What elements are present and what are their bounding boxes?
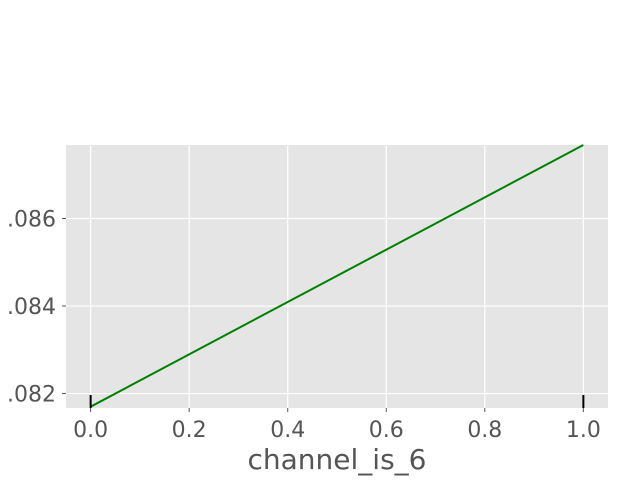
x-tick-label: 0.0 bbox=[73, 418, 108, 443]
x-tick-label: 1.0 bbox=[566, 418, 601, 443]
x-tick-label: 0.6 bbox=[369, 418, 404, 443]
y-tick-label: .082 bbox=[7, 383, 56, 408]
x-tick-label: 0.2 bbox=[172, 418, 207, 443]
x-axis-ticks: 0.0 0.2 0.4 0.6 0.8 1.0 bbox=[73, 408, 601, 443]
y-axis-ticks: .082 .084 .086 bbox=[7, 208, 66, 408]
x-tick-label: 0.4 bbox=[270, 418, 305, 443]
rug-layer bbox=[89, 395, 585, 408]
x-axis-label: channel_is_6 bbox=[248, 443, 427, 476]
grid bbox=[66, 145, 608, 408]
series-layer bbox=[90, 144, 584, 408]
x-tick-label: 0.8 bbox=[467, 418, 502, 443]
series-line bbox=[90, 144, 584, 408]
y-tick-label: .086 bbox=[7, 208, 56, 233]
y-tick-label: .084 bbox=[7, 295, 56, 320]
